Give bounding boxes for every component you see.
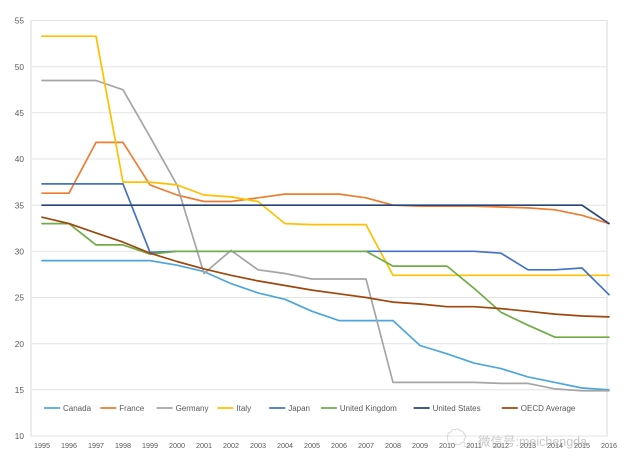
svg-text:20: 20 bbox=[15, 339, 25, 349]
svg-text:2002: 2002 bbox=[223, 441, 239, 450]
svg-text:2006: 2006 bbox=[331, 441, 347, 450]
svg-text:45: 45 bbox=[15, 108, 25, 118]
svg-text:30: 30 bbox=[15, 247, 25, 257]
svg-text:10: 10 bbox=[15, 431, 25, 441]
svg-text:2004: 2004 bbox=[277, 441, 293, 450]
svg-text:1998: 1998 bbox=[115, 441, 131, 450]
svg-text:40: 40 bbox=[15, 154, 25, 164]
svg-text:2016: 2016 bbox=[601, 441, 617, 450]
svg-text:1997: 1997 bbox=[88, 441, 104, 450]
svg-text:Japan: Japan bbox=[288, 404, 310, 413]
svg-text:10: 10 bbox=[463, 442, 471, 449]
svg-text:Germany: Germany bbox=[176, 404, 209, 413]
svg-text:2003: 2003 bbox=[250, 441, 266, 450]
svg-text:55: 55 bbox=[15, 16, 25, 26]
svg-text:1996: 1996 bbox=[61, 441, 77, 450]
svg-text:微信号:meichengda: 微信号:meichengda bbox=[478, 435, 587, 449]
svg-text:25: 25 bbox=[15, 293, 25, 303]
svg-text:2010: 2010 bbox=[439, 441, 455, 450]
svg-text:2005: 2005 bbox=[304, 441, 320, 450]
svg-text:2001: 2001 bbox=[196, 441, 212, 450]
svg-text:OECD Average: OECD Average bbox=[521, 404, 576, 413]
svg-text:France: France bbox=[119, 404, 144, 413]
svg-text:United Kingdom: United Kingdom bbox=[340, 404, 397, 413]
svg-text:2009: 2009 bbox=[412, 441, 428, 450]
svg-text:2007: 2007 bbox=[358, 441, 374, 450]
svg-text:35: 35 bbox=[15, 200, 25, 210]
svg-text:United States: United States bbox=[433, 404, 481, 413]
svg-text:1999: 1999 bbox=[142, 441, 158, 450]
svg-text:Italy: Italy bbox=[236, 404, 251, 413]
svg-text:15: 15 bbox=[15, 385, 25, 395]
svg-text:1995: 1995 bbox=[34, 441, 50, 450]
svg-text:50: 50 bbox=[15, 62, 25, 72]
svg-text:2008: 2008 bbox=[385, 441, 401, 450]
svg-text:2000: 2000 bbox=[169, 441, 185, 450]
svg-text:Canada: Canada bbox=[63, 404, 92, 413]
